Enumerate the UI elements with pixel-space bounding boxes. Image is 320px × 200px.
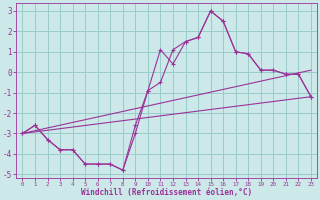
X-axis label: Windchill (Refroidissement éolien,°C): Windchill (Refroidissement éolien,°C) — [81, 188, 252, 197]
